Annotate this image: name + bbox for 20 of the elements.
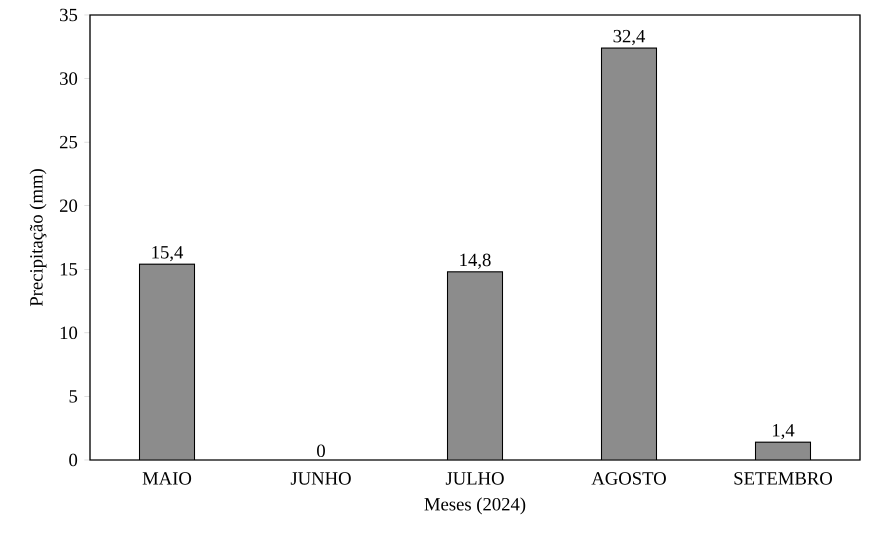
y-tick-label: 35 bbox=[60, 8, 78, 22]
x-axis-title: Meses (2024) bbox=[424, 497, 526, 514]
data-label: 0 bbox=[317, 444, 325, 458]
y-tick-label: 25 bbox=[60, 136, 78, 148]
x-tick-label: SETEMBRO bbox=[734, 472, 832, 485]
y-tick-label: 30 bbox=[60, 72, 78, 85]
x-tick-label: JULHO bbox=[446, 472, 504, 485]
data-label: 15,4 bbox=[152, 246, 184, 262]
data-label: 1,4 bbox=[772, 424, 794, 440]
y-tick-label: 0 bbox=[69, 454, 78, 466]
y-tick-label: 10 bbox=[60, 326, 78, 340]
x-tick-label: AGOSTO bbox=[592, 472, 666, 485]
y-axis-title: Precipitação (mm) bbox=[30, 169, 46, 306]
x-tick-label: MAIO bbox=[142, 472, 192, 485]
data-label: 14,8 bbox=[460, 254, 491, 269]
y-tick-label: 15 bbox=[60, 263, 78, 276]
x-tick-label: JUNHO bbox=[290, 472, 351, 485]
y-tick-label: 5 bbox=[70, 390, 78, 403]
data-label: 32,4 bbox=[614, 30, 646, 46]
y-tick-label: 20 bbox=[60, 199, 78, 212]
